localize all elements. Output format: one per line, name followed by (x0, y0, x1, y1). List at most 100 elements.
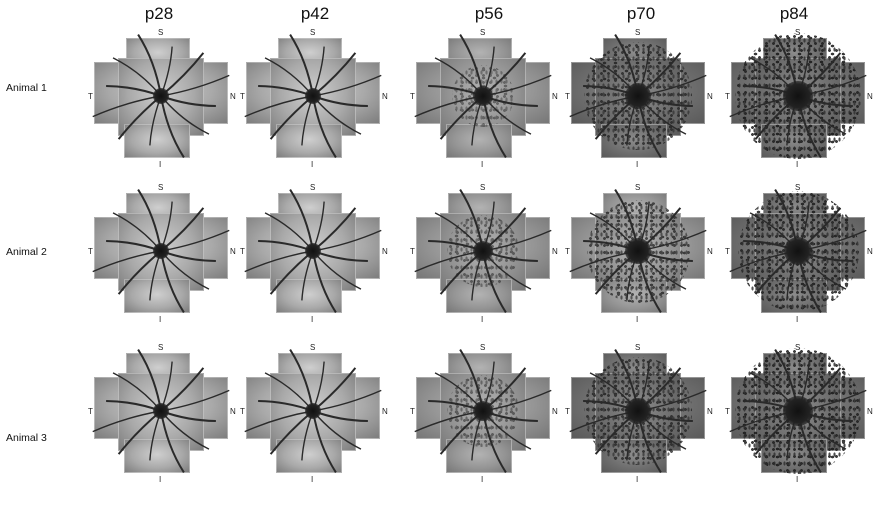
fundus-mosaic-animal-1-p70: S I T N (565, 28, 715, 188)
orientation-label-superior: S (158, 343, 164, 352)
vessel (244, 95, 314, 118)
optic-disc (305, 243, 321, 259)
orientation-label-inferior: I (159, 315, 162, 324)
fundus-mosaic-animal-2-p84: S I T N (725, 183, 874, 343)
vessel (160, 250, 210, 290)
vessel (312, 229, 382, 252)
orientation-label-inferior: I (311, 475, 314, 484)
vessel (312, 250, 337, 313)
orientation-label-nasal: N (382, 407, 388, 416)
vessel (137, 34, 162, 97)
vessel (312, 95, 337, 158)
orientation-label-superior: S (635, 183, 641, 192)
vessel (160, 229, 230, 252)
orientation-label-inferior: I (481, 315, 484, 324)
row-header-animal-2: Animal 2 (6, 246, 47, 258)
row-header-animal-1: Animal 1 (6, 82, 47, 94)
vessel (482, 229, 552, 252)
optic-disc (305, 88, 321, 104)
orientation-label-nasal: N (230, 247, 236, 256)
vessel (312, 250, 362, 290)
orientation-label-superior: S (480, 183, 486, 192)
optic-disc (624, 397, 652, 425)
orientation-label-temporal: T (410, 92, 415, 101)
vessel (312, 389, 382, 412)
column-header-p84: p84 (779, 4, 809, 23)
orientation-label-superior: S (158, 28, 164, 37)
orientation-label-inferior: I (481, 160, 484, 169)
row-header-animal-3: Animal 3 (6, 432, 47, 444)
optic-disc (473, 86, 493, 106)
orientation-label-temporal: T (725, 92, 730, 101)
orientation-label-superior: S (158, 183, 164, 192)
orientation-label-temporal: T (565, 92, 570, 101)
vessel (289, 189, 314, 252)
image-tile (276, 279, 342, 313)
fundus-mosaic-animal-1-p56: S I T N (410, 28, 560, 188)
orientation-label-temporal: T (565, 407, 570, 416)
orientation-label-nasal: N (382, 92, 388, 101)
orientation-label-nasal: N (230, 92, 236, 101)
orientation-label-inferior: I (159, 475, 162, 484)
vessel (482, 389, 552, 412)
fundus-mosaic-animal-2-p42: S I T N (240, 183, 390, 343)
column-header-p56: p56 (474, 4, 504, 23)
vessel (160, 389, 230, 412)
vessel (160, 74, 230, 97)
orientation-label-superior: S (795, 28, 801, 37)
orientation-label-inferior: I (796, 475, 799, 484)
orientation-label-temporal: T (565, 247, 570, 256)
image-tile (124, 439, 190, 473)
vessel (312, 410, 362, 450)
orientation-label-temporal: T (88, 92, 93, 101)
column-header-p42: p42 (300, 4, 330, 23)
orientation-label-superior: S (310, 183, 316, 192)
vessel (160, 410, 210, 450)
vessel (312, 74, 382, 97)
vessel (244, 250, 314, 273)
fundus-mosaic-animal-1-p84: S I T N (725, 28, 874, 188)
optic-disc (783, 236, 813, 266)
orientation-label-temporal: T (88, 407, 93, 416)
orientation-label-nasal: N (867, 247, 873, 256)
fundus-mosaic-animal-2-p28: S I T N (88, 183, 238, 343)
orientation-label-superior: S (480, 28, 486, 37)
orientation-label-temporal: T (725, 247, 730, 256)
fundus-mosaic-animal-3-p28: S I T N (88, 343, 238, 503)
orientation-label-nasal: N (707, 92, 713, 101)
orientation-label-nasal: N (552, 247, 558, 256)
orientation-label-inferior: I (311, 315, 314, 324)
orientation-label-temporal: T (88, 247, 93, 256)
optic-disc (153, 243, 169, 259)
orientation-label-temporal: T (240, 92, 245, 101)
orientation-label-inferior: I (796, 315, 799, 324)
vessel (137, 349, 162, 412)
orientation-label-inferior: I (311, 160, 314, 169)
optic-disc (783, 396, 813, 426)
vessel (137, 189, 162, 252)
orientation-label-superior: S (310, 28, 316, 37)
vessel (312, 95, 362, 135)
vessel (244, 410, 314, 433)
orientation-label-inferior: I (159, 160, 162, 169)
vessel (289, 349, 314, 412)
optic-disc (472, 400, 494, 422)
optic-disc (783, 81, 813, 111)
orientation-label-temporal: T (725, 407, 730, 416)
orientation-label-inferior: I (481, 475, 484, 484)
fundus-mosaic-animal-1-p42: S I T N (240, 28, 390, 188)
image-tile (124, 124, 190, 158)
column-header-p70: p70 (626, 4, 656, 23)
fundus-mosaic-animal-3-p56: S I T N (410, 343, 560, 503)
orientation-label-nasal: N (552, 92, 558, 101)
vessel (160, 250, 185, 313)
vessel (160, 95, 185, 158)
orientation-label-nasal: N (552, 407, 558, 416)
orientation-label-temporal: T (410, 247, 415, 256)
vessel (92, 95, 162, 118)
optic-disc (625, 238, 651, 264)
optic-disc (305, 403, 321, 419)
orientation-label-superior: S (635, 343, 641, 352)
vessel (92, 250, 162, 273)
optic-disc (472, 240, 494, 262)
